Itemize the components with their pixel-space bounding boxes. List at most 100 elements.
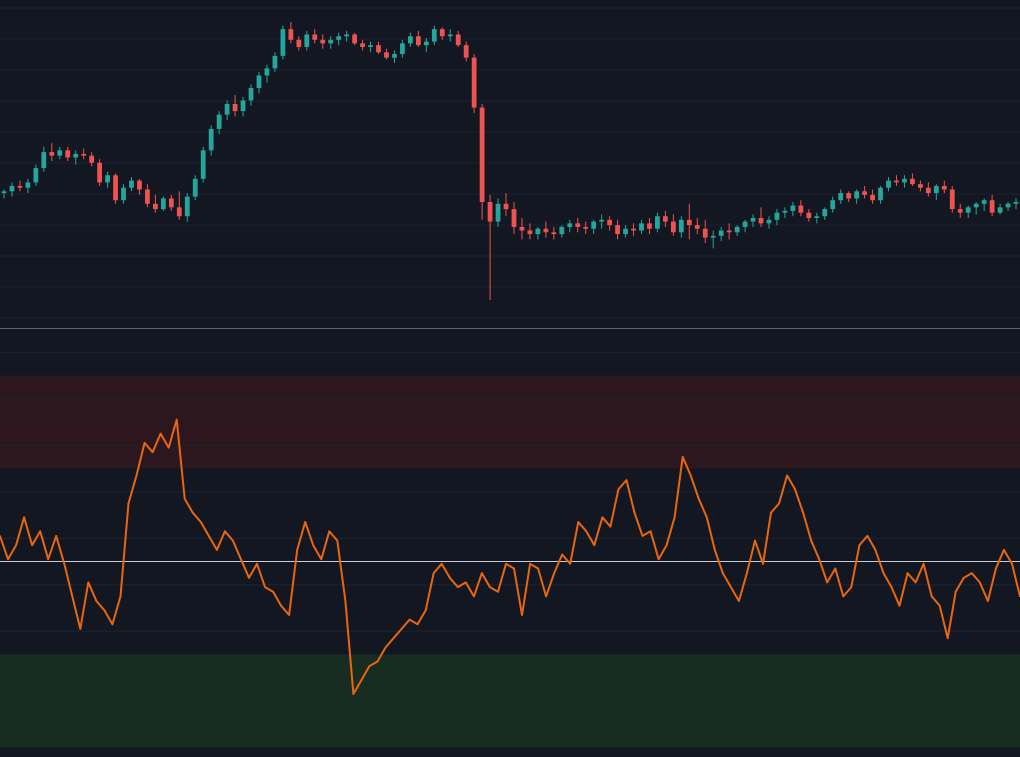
oscillator-point — [111, 623, 114, 626]
oscillator-point — [762, 563, 764, 565]
candle-up-body — [431, 29, 437, 42]
candle-down-body — [663, 216, 668, 222]
candle-down-body — [352, 34, 357, 44]
candle-up-body — [368, 45, 373, 47]
candle-down-body — [176, 207, 182, 217]
oscillator-point — [256, 563, 258, 565]
oscillator-point — [296, 549, 298, 551]
candle-down-body — [81, 153, 87, 156]
oscillator-point — [914, 581, 917, 584]
candle-up-body — [1, 191, 7, 194]
candle-up-body — [559, 226, 565, 235]
candle-up-body — [742, 221, 748, 227]
candle-down-body — [894, 180, 899, 183]
oscillator-point — [938, 604, 941, 607]
candle-up-body — [224, 103, 230, 115]
candle-down-body — [471, 57, 477, 108]
oscillator-point — [465, 581, 467, 584]
oscillator-point — [127, 502, 130, 505]
candle-down-body — [527, 230, 533, 235]
candle-up-body — [423, 41, 429, 46]
candle-down-body — [726, 230, 732, 233]
candle-down-body — [49, 152, 55, 156]
candle-up-body — [718, 230, 724, 236]
oscillator-point — [191, 511, 194, 514]
price-panel-background — [0, 0, 1020, 328]
candle-down-body — [918, 184, 923, 188]
oscillator-point — [537, 567, 539, 570]
candle-down-body — [575, 223, 581, 227]
oscillator-point — [818, 558, 821, 560]
candle-down-body — [455, 34, 461, 46]
candle-up-body — [447, 34, 453, 37]
oscillator-point — [208, 535, 210, 537]
oscillator-point — [1003, 549, 1005, 551]
candle-up-body — [623, 228, 628, 235]
oscillator-point — [440, 563, 443, 565]
candle-up-body — [878, 187, 883, 201]
oscillator-point — [1011, 563, 1013, 565]
candle-down-body — [670, 221, 676, 233]
oscillator-point — [71, 595, 74, 598]
oscillator-point — [529, 563, 531, 565]
candle-up-body — [272, 55, 278, 69]
oscillator-point — [55, 535, 58, 537]
oscillator-point — [280, 604, 282, 607]
candle-down-body — [153, 203, 158, 210]
oscillator-point — [481, 572, 483, 574]
oscillator-point — [954, 590, 957, 593]
oscillator-point — [898, 604, 901, 607]
candle-up-body — [567, 223, 573, 227]
candle-down-body — [519, 226, 525, 231]
oscillator-point — [31, 544, 33, 547]
candle-up-body — [965, 207, 971, 213]
candle-down-body — [97, 162, 102, 183]
oscillator-point — [633, 511, 636, 514]
oscillator-point — [63, 563, 66, 565]
candle-up-body — [902, 178, 907, 183]
oscillator-point — [224, 530, 226, 533]
oscillator-point — [714, 549, 716, 551]
candle-up-body — [328, 39, 334, 44]
oscillator-point — [505, 563, 507, 565]
oscillator-point — [946, 637, 949, 640]
oscillator-point — [288, 614, 290, 616]
oscillator-point — [473, 595, 475, 598]
candle-up-body — [256, 75, 262, 88]
oscillator-point — [585, 530, 588, 533]
candle-up-body — [599, 219, 605, 222]
oscillator-point — [697, 497, 700, 500]
overbought-band — [0, 375, 1020, 469]
oscillator-point — [545, 595, 547, 598]
candle-up-body — [535, 228, 541, 235]
oscillator-point — [906, 572, 909, 574]
candle-down-body — [862, 191, 867, 195]
candle-down-body — [320, 39, 326, 44]
candle-down-body — [941, 185, 947, 190]
candle-up-body — [774, 212, 780, 220]
candle-up-body — [160, 198, 166, 210]
candle-up-body — [782, 210, 788, 213]
oscillator-point — [617, 488, 620, 491]
oscillator-point — [328, 530, 331, 533]
candle-up-body — [121, 187, 126, 201]
candle-down-body — [503, 203, 509, 210]
candle-up-body — [400, 43, 405, 55]
pane-divider[interactable] — [0, 328, 1020, 329]
candle-down-body — [989, 200, 995, 213]
oscillator-point — [448, 576, 451, 579]
candle-up-body — [408, 36, 413, 44]
oscillator-point — [416, 623, 419, 626]
oscillator-point — [320, 558, 323, 560]
oscillator-point — [971, 572, 973, 574]
oscillator-point — [794, 488, 796, 491]
oscillator-point — [304, 521, 306, 523]
candle-up-body — [200, 150, 206, 179]
oscillator-point — [979, 581, 981, 584]
oscillator-point — [625, 479, 628, 481]
oversold-band — [0, 654, 1020, 748]
candle-up-body — [344, 34, 350, 37]
oscillator-panel — [0, 329, 1020, 757]
oscillator-point — [95, 600, 98, 602]
oscillator-point — [689, 474, 692, 477]
